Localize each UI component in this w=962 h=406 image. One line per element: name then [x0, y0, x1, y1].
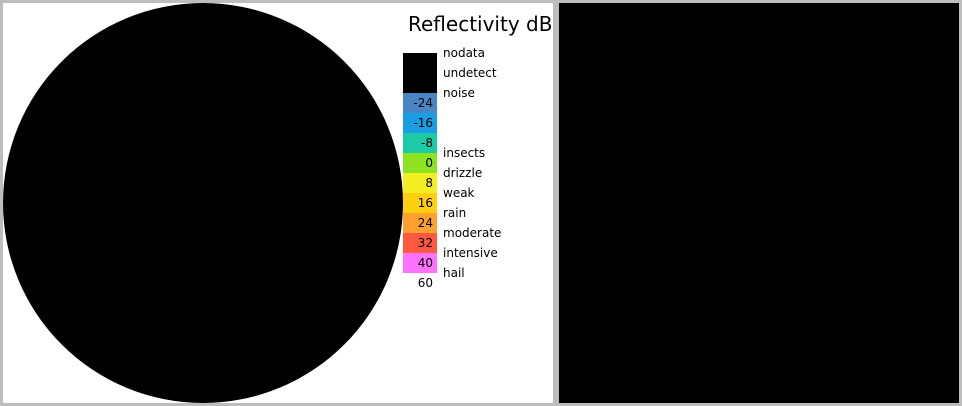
- legend-tick: 40: [417, 256, 433, 270]
- legend-label: insects: [443, 146, 486, 160]
- legend-row: 16 weak: [403, 186, 553, 213]
- legend-label: noise: [443, 86, 475, 100]
- legend-row: -24 noise: [403, 86, 553, 113]
- legend-row: 32 moderate: [403, 226, 553, 253]
- legend-swatch: -16: [403, 113, 437, 133]
- legend-swatch: 32: [403, 233, 437, 253]
- legend-tick: 0: [425, 156, 433, 170]
- legend-tick: 24: [417, 216, 433, 230]
- legend-swatch: -24: [403, 93, 437, 113]
- legend-tick: 16: [417, 196, 433, 210]
- legend-label: weak: [443, 186, 475, 200]
- legend-row: 8 drizzle: [403, 166, 553, 193]
- legend-swatch: 40: [403, 253, 437, 273]
- legend-tick: 8: [425, 176, 433, 190]
- radar-ppi-disc: [3, 3, 403, 403]
- ppi-plot-panel: Reflectivity dB nodata undetect -24 nois…: [3, 3, 553, 403]
- legend-label: hail: [443, 266, 465, 280]
- secondary-plot-panel: [559, 3, 959, 403]
- legend-row: -16: [403, 113, 553, 133]
- legend-row: 40 intensive: [403, 246, 553, 273]
- legend-tick: -16: [413, 116, 433, 130]
- legend-tick: -24: [413, 96, 433, 110]
- legend-row: 24 rain: [403, 206, 553, 233]
- legend-row-hail: 60 hail: [403, 266, 553, 293]
- legend-tick-wrap: 60: [403, 273, 437, 293]
- legend-tick: 60: [417, 276, 433, 290]
- legend-row: -8: [403, 133, 553, 153]
- legend-swatch: 24: [403, 213, 437, 233]
- legend-swatch: [403, 53, 437, 73]
- legend-label: rain: [443, 206, 467, 220]
- legend-swatch: -8: [403, 133, 437, 153]
- legend-swatch: 8: [403, 173, 437, 193]
- legend-row-undetect: undetect: [403, 66, 553, 93]
- legend-tick: -8: [421, 136, 433, 150]
- legend-row-nodata: nodata: [403, 46, 553, 73]
- legend-label: intensive: [443, 246, 498, 260]
- legend-swatch: 16: [403, 193, 437, 213]
- legend-label: drizzle: [443, 166, 483, 180]
- legend-row: 0 insects: [403, 146, 553, 173]
- legend-label: undetect: [443, 66, 497, 80]
- legend-label: moderate: [443, 226, 502, 240]
- legend-label: nodata: [443, 46, 485, 60]
- legend-swatch: 0: [403, 153, 437, 173]
- legend-swatch: [403, 73, 437, 93]
- legend-tick: 32: [417, 236, 433, 250]
- legend-title: Reflectivity dB: [408, 12, 553, 36]
